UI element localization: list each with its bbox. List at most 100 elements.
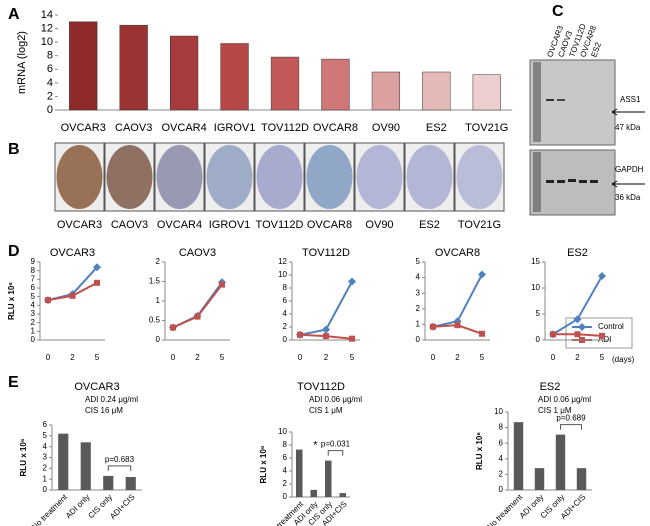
bracket bbox=[107, 465, 132, 471]
ladder bbox=[533, 152, 541, 212]
x-tick-label: IGROV1 bbox=[214, 122, 256, 134]
marker bbox=[94, 279, 100, 286]
chart-title: TOV112D bbox=[297, 381, 345, 393]
x-tick-label: 5 bbox=[480, 353, 485, 362]
tissue-label: ES2 bbox=[419, 219, 440, 231]
y-axis-label: RLU x 10⁶ bbox=[19, 438, 28, 476]
size-label: 47 kDa bbox=[615, 123, 641, 132]
bar bbox=[576, 468, 587, 490]
bar bbox=[103, 475, 114, 490]
y-tick-label: 4 bbox=[499, 454, 504, 463]
marker bbox=[69, 292, 76, 299]
marker bbox=[479, 330, 485, 337]
x-tick-label: 0 bbox=[46, 353, 51, 362]
y-tick-label: 8 bbox=[283, 440, 288, 449]
bar bbox=[513, 422, 524, 490]
marker bbox=[194, 313, 201, 320]
y-tick-label: 6 bbox=[283, 453, 288, 462]
y-tick-label: 1.5 bbox=[149, 277, 161, 286]
bar bbox=[220, 43, 249, 111]
band bbox=[546, 180, 554, 183]
tissue-label: OVCAR4 bbox=[157, 219, 202, 231]
panel-letter: A bbox=[8, 6, 20, 23]
legend-marker bbox=[578, 323, 586, 331]
tissue-core bbox=[156, 145, 203, 209]
tissue-core bbox=[356, 145, 403, 209]
bar bbox=[339, 493, 347, 497]
bar bbox=[534, 468, 545, 490]
y-tick-label: 6 bbox=[47, 63, 53, 75]
marker bbox=[430, 323, 436, 330]
series-line bbox=[172, 281, 223, 329]
x-tick-label: 2 bbox=[324, 353, 329, 362]
chart-title: TOV112D bbox=[302, 247, 350, 259]
x-tick-label: 5 bbox=[95, 353, 100, 362]
y-tick-label: 0 bbox=[43, 485, 48, 494]
y-tick-label: 10 bbox=[278, 270, 287, 279]
size-label: 36 kDa bbox=[615, 193, 641, 202]
y-tick-label: 2 bbox=[416, 304, 421, 313]
x-tick-label: ADI+CIS bbox=[108, 493, 137, 522]
chart-title: CAOV3 bbox=[179, 247, 216, 259]
tissue-label: CAOV3 bbox=[111, 219, 148, 231]
marker bbox=[349, 335, 355, 342]
y-tick-label: 4 bbox=[283, 466, 288, 475]
bar bbox=[295, 449, 303, 497]
y-tick-label: 6 bbox=[43, 420, 48, 429]
marker bbox=[219, 281, 225, 288]
chart-title: ES2 bbox=[540, 381, 561, 393]
y-tick-label: 10 bbox=[531, 283, 540, 292]
x-tick-label: CAOV3 bbox=[115, 122, 152, 134]
significance: * bbox=[313, 440, 318, 452]
x-tick-label: 2 bbox=[195, 353, 200, 362]
bar bbox=[125, 477, 136, 490]
y-tick-label: 10 bbox=[494, 407, 503, 416]
axis-unit: (days) bbox=[612, 355, 635, 364]
tissue-core bbox=[406, 145, 453, 209]
x-tick-label: No treatment bbox=[485, 492, 525, 526]
y-tick-label: 0 bbox=[416, 335, 421, 344]
marker bbox=[454, 322, 461, 329]
marker bbox=[574, 331, 581, 338]
chart-title: OVCAR8 bbox=[435, 247, 480, 259]
tissue-label: TOV112D bbox=[256, 219, 304, 231]
marker bbox=[598, 272, 606, 281]
bar bbox=[371, 71, 401, 111]
bar bbox=[270, 56, 300, 111]
tissue-label: OV90 bbox=[365, 219, 393, 231]
x-tick-label: OV90 bbox=[372, 122, 400, 134]
y-tick-label: 6 bbox=[499, 438, 504, 447]
y-tick-label: 9 bbox=[31, 257, 36, 266]
y-tick-label: 7 bbox=[31, 274, 36, 283]
x-tick-label: 2 bbox=[575, 353, 580, 362]
y-axis-label: RLU x 10⁶ bbox=[7, 282, 16, 320]
blot-top bbox=[529, 59, 616, 146]
y-tick-label: 4 bbox=[47, 77, 53, 89]
panel-letter: D bbox=[8, 243, 20, 260]
bracket bbox=[560, 424, 582, 430]
marker bbox=[550, 331, 556, 338]
bar bbox=[310, 489, 318, 497]
tissue-label: TOV21G bbox=[458, 219, 501, 231]
x-tick-label: No treatment bbox=[30, 492, 70, 526]
band-label: ASS1 bbox=[620, 95, 641, 104]
marker bbox=[348, 277, 356, 286]
y-tick-label: 3 bbox=[416, 288, 421, 297]
bar bbox=[422, 71, 451, 111]
y-tick-label: 0 bbox=[283, 492, 288, 501]
x-tick-label: TOV21G bbox=[465, 122, 508, 134]
tissue-core bbox=[456, 145, 503, 209]
y-tick-label: 5 bbox=[31, 292, 36, 301]
y-axis-label: mRNA (log2) bbox=[16, 31, 28, 94]
chart-note: CIS 1 μM bbox=[309, 406, 343, 415]
x-tick-label: 0 bbox=[298, 353, 303, 362]
y-tick-label: 2 bbox=[31, 318, 36, 327]
y-tick-label: 0 bbox=[536, 335, 541, 344]
y-tick-label: 4 bbox=[283, 309, 288, 318]
y-tick-label: 8 bbox=[47, 50, 53, 62]
band bbox=[557, 99, 565, 101]
legend-label: Control bbox=[598, 322, 624, 331]
x-tick-label: 0 bbox=[431, 353, 436, 362]
marker bbox=[45, 297, 51, 304]
marker bbox=[322, 325, 330, 334]
